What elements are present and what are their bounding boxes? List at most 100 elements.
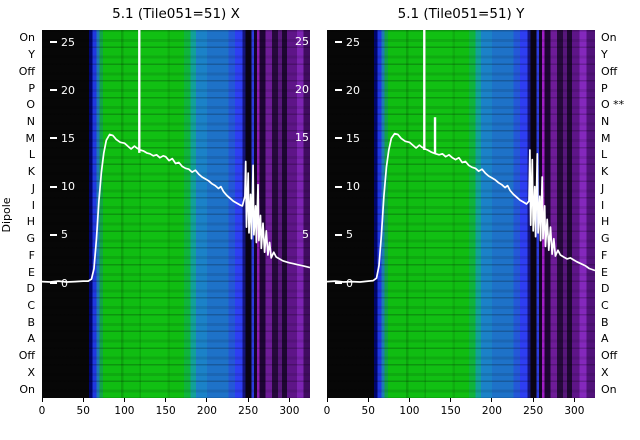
- overlay-db-tick-label: 0: [50, 275, 68, 291]
- tick-mark: [335, 137, 342, 140]
- spectrum-trace: [327, 30, 595, 283]
- dipole-label: K: [601, 165, 609, 179]
- dipole-label: C: [601, 299, 609, 312]
- overlay-db-tick-label: 5: [335, 227, 353, 243]
- overlay-db-tick-label: 25: [335, 34, 360, 50]
- right-plot-db-label: 15: [295, 131, 309, 145]
- heatmap-canvas-y: 25 20 15 10 5 0: [327, 30, 595, 398]
- right-plot-db-label: 20: [295, 83, 309, 97]
- overlay-db-tick-label: 0: [335, 275, 353, 291]
- overlay-db-tick-label: 5: [50, 227, 68, 243]
- x-tick-label: 50: [361, 405, 375, 417]
- spectrum-trace: [42, 30, 310, 283]
- dipole-label: A: [601, 332, 609, 346]
- x-tick-mark: [367, 398, 369, 402]
- x-tick-label: 50: [76, 405, 90, 417]
- x-tick-mark: [450, 398, 452, 402]
- dipole-label: L: [28, 148, 35, 162]
- tick-mark: [50, 41, 57, 43]
- dipole-label: F: [601, 248, 608, 262]
- x-tick-mark: [288, 398, 290, 402]
- x-tick-label: 100: [114, 405, 135, 417]
- dipole-label: On: [19, 31, 35, 45]
- dipole-label: On: [601, 31, 617, 45]
- dipole-label: F: [28, 248, 35, 262]
- dipole-label: I: [601, 198, 605, 212]
- x-tick-label: 250: [523, 405, 544, 417]
- dipole-label: D: [601, 282, 610, 296]
- tick-mark: [335, 185, 342, 188]
- dipole-label: J: [601, 181, 605, 195]
- dipole-label: L: [601, 148, 608, 162]
- dipole-label: E: [601, 265, 608, 279]
- dipole-label: X: [27, 365, 35, 379]
- x-tick-label: 150: [155, 405, 176, 417]
- dipole-label: Off: [18, 64, 35, 78]
- dipole-label: O **: [601, 98, 625, 112]
- dipole-label: B: [601, 315, 609, 329]
- x-tick-label: 200: [481, 405, 502, 417]
- heatmap-canvas-x: 25 20 15 10 5 0: [42, 30, 310, 398]
- dipole-label: B: [27, 315, 35, 329]
- dipole-label: N: [26, 115, 35, 128]
- dipole-label: Y: [28, 48, 35, 62]
- plot-title-y: 5.1 (Tile051=51) Y: [397, 6, 525, 22]
- dipole-label: I: [31, 198, 35, 212]
- dipole-label: J: [31, 181, 35, 195]
- dipole-label: C: [27, 299, 35, 312]
- right-plot-db-label: 25: [295, 35, 309, 48]
- dipole-label: H: [601, 215, 610, 229]
- dipole-label: M: [25, 131, 36, 145]
- x-tick-mark: [573, 398, 575, 402]
- tick-mark: [50, 185, 57, 188]
- x-tick-label: 200: [196, 405, 217, 417]
- dipole-label: Off: [601, 64, 618, 78]
- plot-y: 5.1 (Tile051=51) Y 25 20 15 10 5 0 0 50 100 150 2…: [324, 0, 595, 440]
- dipole-label: X: [601, 365, 609, 379]
- overlay-db-tick-label: 25: [50, 34, 75, 50]
- tick-mark: [50, 137, 57, 140]
- dipole-label: Off: [18, 349, 35, 363]
- x-tick-mark: [408, 398, 410, 402]
- overlay-db-tick-label: 20: [335, 82, 360, 98]
- dipole-label: A: [27, 332, 35, 346]
- overlay-db-tick-label: 15: [335, 130, 360, 146]
- x-tick-mark: [41, 398, 43, 402]
- tick-mark: [50, 233, 57, 236]
- dipole-label: K: [27, 165, 35, 179]
- tick-mark: [335, 41, 342, 43]
- x-tick-label: 0: [323, 405, 331, 417]
- dipole-label: N: [601, 115, 610, 128]
- dipole-labels-right: On Y Off P O ** N M L K J I H G F E D C B A Off X On: [599, 0, 640, 440]
- overlay-db-tick-label: 20: [50, 82, 75, 98]
- tick-mark: [335, 282, 342, 284]
- x-tick-mark: [532, 398, 534, 402]
- x-tick-mark: [247, 398, 249, 402]
- dipole-label: Y: [601, 48, 608, 62]
- dipole-label: D: [26, 282, 35, 296]
- plot-x: 5.1 (Tile051=51) X 25 20 15 10 5 0 0 50 100 150 2…: [39, 0, 310, 440]
- overlay-db-tick-label: 15: [50, 130, 75, 146]
- dipole-label: Off: [601, 349, 618, 363]
- x-tick-mark: [491, 398, 493, 402]
- dipole-label: G: [601, 232, 610, 246]
- dipole-label: O: [26, 98, 35, 112]
- x-tick-label: 150: [440, 405, 461, 417]
- dipole-label: On: [601, 382, 617, 396]
- dipole-label: H: [26, 215, 35, 229]
- x-tick-label: 250: [238, 405, 259, 417]
- overlay-db-tick-label: 10: [335, 179, 360, 195]
- x-tick-label: 300: [279, 405, 300, 417]
- overlay-db-tick-label: 10: [50, 179, 75, 195]
- x-tick-mark: [82, 398, 84, 402]
- x-tick-mark: [123, 398, 125, 402]
- x-tick-label: 300: [564, 405, 585, 417]
- x-tick-mark: [206, 398, 208, 402]
- dipole-labels-left: On Y Off P O N M L K J I H G F E D C B A Off X On: [0, 0, 38, 440]
- dipole-label: G: [26, 232, 35, 246]
- tick-mark: [50, 282, 57, 284]
- x-tick-mark: [326, 398, 328, 402]
- dipole-label: P: [28, 81, 35, 95]
- dipole-label: On: [19, 382, 35, 396]
